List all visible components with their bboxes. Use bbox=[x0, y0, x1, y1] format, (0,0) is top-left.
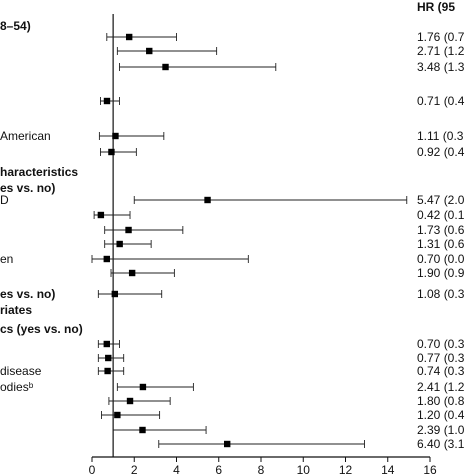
estimate-row bbox=[97, 354, 125, 362]
row-label: D bbox=[0, 193, 9, 207]
row-label: riates bbox=[0, 303, 32, 317]
estimate-row bbox=[99, 148, 137, 156]
estimate-row bbox=[116, 47, 218, 55]
x-tick-label: 10 bbox=[297, 463, 311, 474]
hr-value-text: 2.71 (1.2 bbox=[417, 44, 465, 58]
hr-value-text: 0.92 (0.4 bbox=[417, 145, 465, 159]
hr-point bbox=[128, 269, 136, 277]
hr-point bbox=[103, 255, 110, 263]
estimate-row bbox=[97, 340, 120, 348]
hr-value-text: 3.48 (1.3 bbox=[417, 60, 465, 74]
estimate-rows bbox=[91, 33, 408, 448]
row-label: American bbox=[0, 129, 51, 143]
row-label: es vs. no) bbox=[0, 287, 55, 301]
hr-point bbox=[114, 411, 121, 419]
x-tick-label: 6 bbox=[215, 463, 222, 474]
estimate-row bbox=[91, 255, 249, 263]
estimate-row bbox=[101, 411, 161, 419]
estimate-row bbox=[106, 33, 177, 41]
hr-point bbox=[126, 397, 134, 405]
hr-value-text: 2.41 (1.2 bbox=[417, 380, 465, 394]
hr-point bbox=[162, 63, 169, 71]
estimate-row bbox=[97, 290, 163, 298]
estimate-row bbox=[110, 269, 175, 277]
row-label: es vs. no) bbox=[0, 181, 55, 195]
hr-point bbox=[139, 383, 147, 391]
estimate-row bbox=[99, 97, 120, 105]
hr-value-text: 6.40 (3.1 bbox=[417, 437, 465, 451]
hr-point bbox=[125, 226, 132, 234]
x-tick-label: 16 bbox=[423, 463, 437, 474]
estimate-row bbox=[93, 211, 131, 219]
estimate-row bbox=[133, 196, 408, 204]
row-label: 8–54) bbox=[0, 19, 31, 33]
hr-value-text: 0.70 (0.0 bbox=[417, 252, 465, 266]
hr-value-text: 1.31 (0.6 bbox=[417, 237, 465, 251]
row-label: disease bbox=[0, 364, 42, 378]
hr-point bbox=[97, 211, 105, 219]
estimate-row bbox=[108, 397, 171, 405]
x-tick-label: 4 bbox=[173, 463, 180, 474]
hr-value-text: 1.80 (0.8 bbox=[417, 394, 465, 408]
hr-point bbox=[139, 426, 146, 434]
row-label: cs (yes vs. no) bbox=[0, 322, 83, 336]
x-tick-label: 14 bbox=[381, 463, 395, 474]
row-label: en bbox=[0, 252, 13, 266]
hr-point bbox=[111, 290, 119, 298]
estimate-row bbox=[116, 383, 194, 391]
hr-value-column: 1.76 (0.72.71 (1.2 3.48 (1.3 0.71 (0.4 1.11… bbox=[417, 30, 465, 451]
x-tick-label: 8 bbox=[258, 463, 265, 474]
hr-value-text: 1.73 (0.6 bbox=[417, 223, 465, 237]
hr-value-text: 1.08 (0.3 bbox=[417, 287, 465, 301]
row-label: odiesᵇ bbox=[0, 380, 34, 394]
hr-value-text: 0.70 (0.3 bbox=[417, 337, 465, 351]
hr-point bbox=[112, 132, 119, 140]
estimate-row bbox=[119, 63, 277, 71]
hr-point bbox=[116, 240, 123, 248]
hr-point bbox=[103, 340, 110, 348]
hr-value-text: 1.76 (0.7 bbox=[417, 30, 465, 44]
hr-point bbox=[103, 97, 111, 105]
estimate-row bbox=[98, 132, 165, 140]
estimate-row bbox=[97, 367, 125, 375]
hr-point bbox=[105, 354, 112, 362]
x-tick-label: 12 bbox=[339, 463, 353, 474]
hr-point bbox=[224, 440, 231, 448]
hr-value-text: 0.42 (0.1 bbox=[417, 208, 465, 222]
estimate-row bbox=[158, 440, 365, 448]
x-tick-label: 0 bbox=[89, 463, 96, 474]
hr-value-text: 0.74 (0.3 bbox=[417, 364, 465, 378]
x-tick-label: 2 bbox=[131, 463, 138, 474]
hr-point bbox=[204, 196, 211, 204]
x-axis: 0 2 4 6 8 10 12 14 16 bbox=[89, 456, 437, 474]
hr-value-text: 1.90 (0.9 bbox=[417, 266, 465, 280]
hr-point bbox=[108, 148, 115, 156]
hr-point bbox=[125, 33, 133, 41]
hr-value-text: 1.20 (0.4 bbox=[417, 408, 465, 422]
estimate-row bbox=[112, 426, 207, 434]
estimate-row bbox=[104, 226, 184, 234]
hr-value-text: 2.39 (1.0 bbox=[417, 423, 465, 437]
hr-point bbox=[104, 367, 111, 375]
row-label: haracteristics bbox=[0, 165, 78, 179]
hr-column-header: HR (95 bbox=[417, 0, 455, 14]
hr-value-text: 5.47 (2.0 bbox=[417, 193, 465, 207]
hr-value-text: 0.77 (0.3 bbox=[417, 351, 465, 365]
estimate-row bbox=[104, 240, 152, 248]
hr-point bbox=[146, 47, 153, 55]
hr-value-text: 1.11 (0.3 bbox=[417, 129, 464, 143]
hr-value-text: 0.71 (0.4 bbox=[417, 94, 465, 108]
